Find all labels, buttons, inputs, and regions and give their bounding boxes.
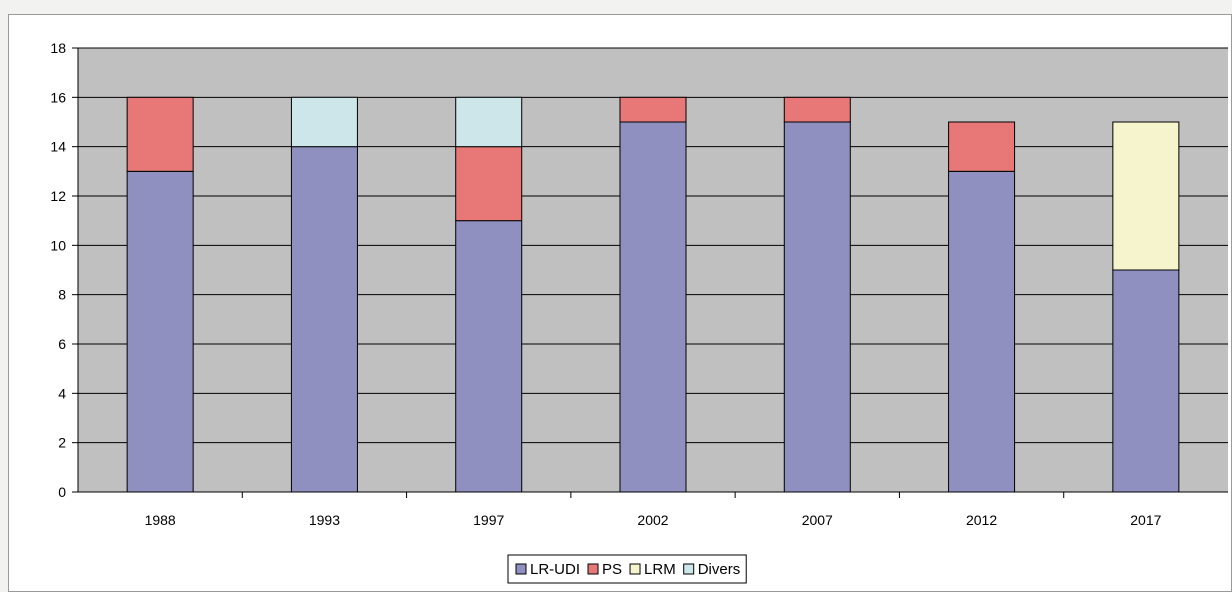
axes [72,47,1228,498]
y-tick-label: 16 [50,89,66,105]
legend-box [507,554,747,584]
legend-label-ps: PS [602,561,622,578]
bar-lr-udi-2007 [783,121,851,493]
legend-swatch-ps [587,563,599,575]
y-tick-label: 0 [58,484,66,500]
y-tick-label: 12 [50,188,66,204]
bar-ps-2012 [948,121,1016,172]
bar-lr-udi-1988 [126,170,194,493]
x-tick-label: 2017 [1130,512,1161,528]
y-tick-label: 8 [58,287,66,303]
x-tick-label: 1988 [145,512,176,528]
bar-ps-1997 [455,146,523,222]
x-tick-label: 1993 [309,512,340,528]
bar-divers-1993 [290,96,358,148]
y-tick-label: 6 [58,336,66,352]
y-tick-label: 14 [50,139,66,155]
tick-labels: 0 2 4 6 8 10 12 14 16 18 1988 1993 1997 2002 2007 2012 2… [50,40,1161,528]
bar-lr-udi-2012 [948,170,1016,493]
bar-lr-udi-1997 [455,220,523,493]
y-tick-label: 18 [50,40,66,56]
bar-lr-udi-2002 [619,121,687,493]
bar-lr-udi-1993 [290,146,358,493]
bar-ps-2007 [783,96,851,123]
bar-lrm-2017 [1112,121,1180,271]
bar-ps-2002 [619,96,687,123]
legend-swatch-lrm [629,563,641,575]
legend-swatch-divers [683,563,695,575]
x-tick-label: 2002 [637,512,668,528]
y-tick-label: 10 [50,237,66,253]
legend-label-lr-udi: LR-UDI [530,561,580,578]
bar-lr-udi-2017 [1112,269,1180,493]
x-tick-label: 1997 [473,512,504,528]
y-tick-label: 4 [58,385,66,401]
x-tick-label: 2012 [966,512,997,528]
x-tick-label: 2007 [802,512,833,528]
bar-ps-1988 [126,96,194,172]
legend-swatch-lr-udi [515,563,527,575]
legend-label-divers: Divers [698,561,741,578]
legend-label-lrm: LRM [644,561,676,578]
legend: LR-UDI PS LRM Divers [507,554,747,584]
y-tick-label: 2 [58,435,66,451]
bar-divers-1997 [455,96,523,148]
bars [126,96,1180,493]
